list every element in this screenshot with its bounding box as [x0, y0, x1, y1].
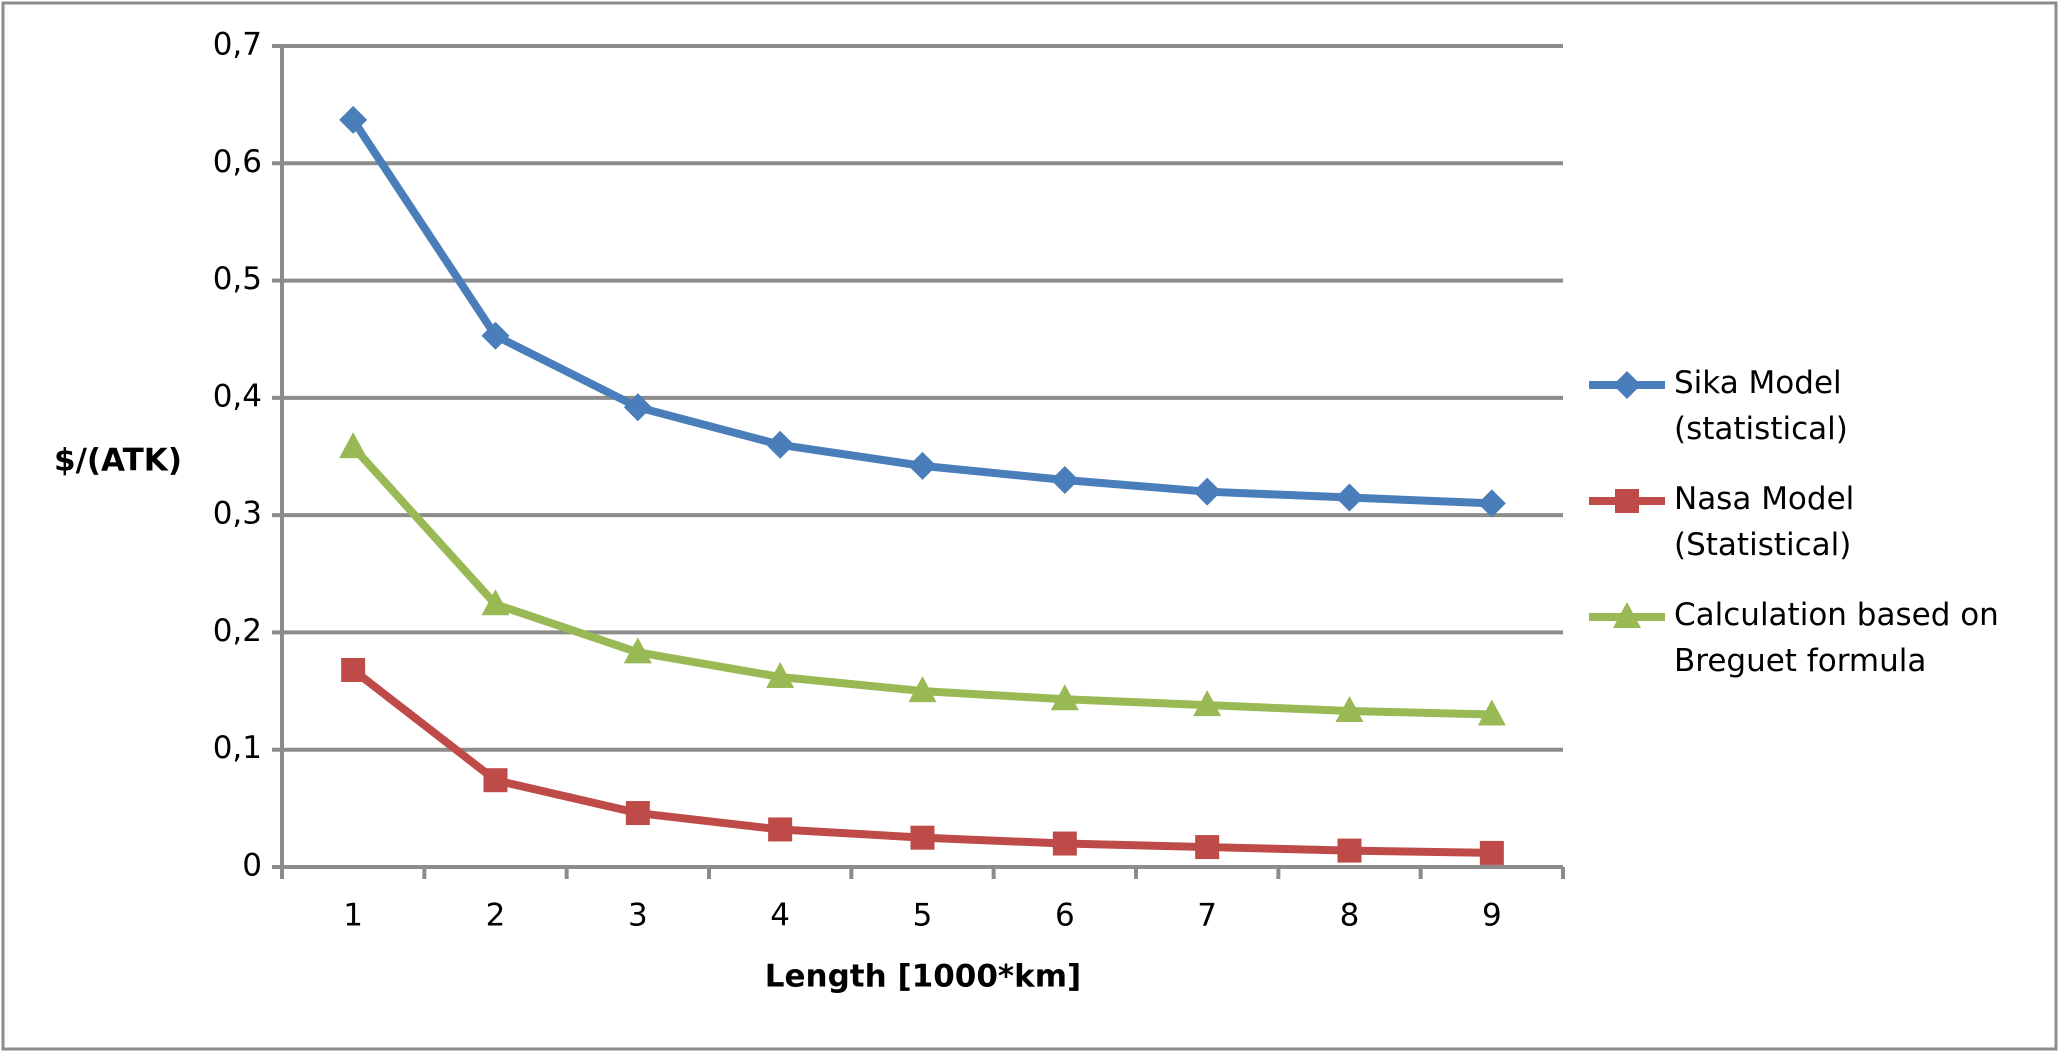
x-tick-label: 4: [770, 898, 790, 934]
y-tick-label: 0,5: [213, 261, 262, 297]
marker: [766, 430, 795, 459]
x-tick-label: 2: [486, 898, 506, 934]
marker: [623, 637, 652, 664]
marker: [1050, 684, 1079, 711]
marker: [1477, 489, 1506, 518]
marker: [1050, 465, 1079, 494]
marker: [341, 657, 366, 682]
y-axis-label: $/(ATK): [54, 443, 182, 479]
x-tick-label: 7: [1197, 898, 1217, 934]
x-tick-label: 8: [1340, 898, 1360, 934]
marker: [339, 105, 368, 134]
y-tick-label: 0,6: [213, 144, 262, 180]
y-tick-label: 0,3: [213, 496, 262, 532]
marker: [1337, 838, 1362, 863]
marker: [1613, 602, 1641, 628]
x-tick-label: 9: [1482, 898, 1502, 934]
marker: [1335, 696, 1364, 723]
marker: [1195, 835, 1220, 860]
marker: [1335, 483, 1364, 512]
marker: [1615, 489, 1639, 513]
marker: [908, 451, 937, 480]
marker: [623, 393, 652, 422]
legend-label: Sika Model (statistical): [1674, 365, 1848, 447]
marker: [768, 817, 793, 842]
x-tick-label: 1: [343, 898, 363, 934]
marker: [766, 661, 795, 688]
y-tick-label: 0,1: [213, 730, 262, 766]
marker: [481, 589, 510, 616]
marker: [908, 676, 937, 703]
legend-label: Nasa Model (Statistical): [1674, 481, 1855, 563]
y-tick-label: 0,2: [213, 613, 262, 649]
y-tick-label: 0: [242, 848, 262, 884]
x-tick-label: 6: [1055, 898, 1075, 934]
marker: [1479, 840, 1504, 865]
x-axis-label: Length [1000*km]: [765, 959, 1081, 995]
marker: [910, 825, 935, 850]
marker: [483, 768, 508, 793]
marker: [339, 432, 368, 459]
y-tick-label: 0,4: [213, 378, 262, 414]
x-tick-label: 5: [913, 898, 933, 934]
marker: [1193, 690, 1222, 717]
marker: [481, 321, 510, 350]
y-tick-label: 0,7: [213, 27, 262, 63]
legend-label: Calculation based on Breguet formula: [1674, 597, 1999, 679]
x-tick-label: 3: [628, 898, 648, 934]
marker: [1477, 699, 1506, 726]
marker: [1193, 477, 1222, 506]
marker: [625, 801, 650, 826]
marker: [1613, 371, 1641, 399]
marker: [1052, 831, 1077, 856]
